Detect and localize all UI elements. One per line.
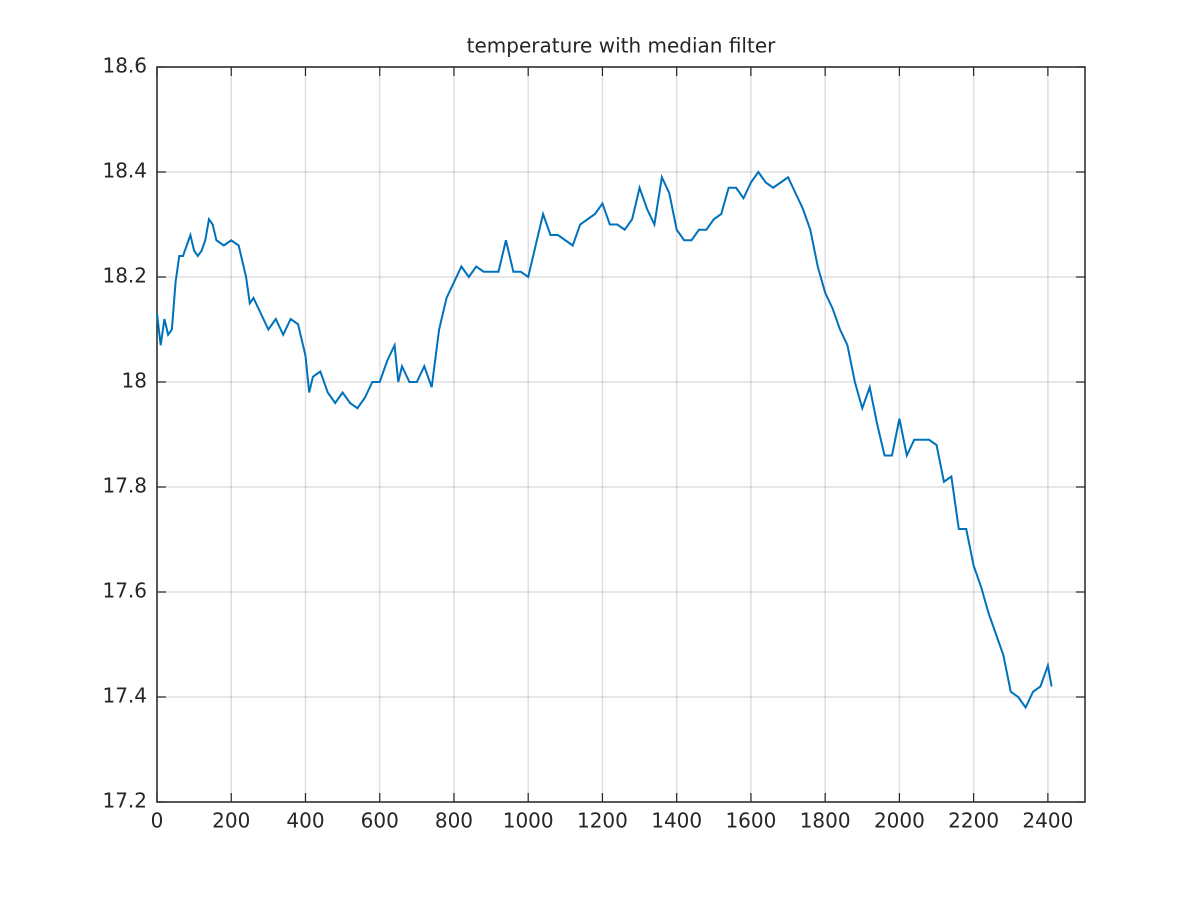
x-tick-label: 800 — [435, 809, 473, 833]
y-tick-label: 17.6 — [102, 579, 147, 603]
data-line — [156, 170, 1053, 710]
y-tick-label: 18.2 — [102, 264, 147, 288]
y-tick-label: 18.4 — [102, 159, 147, 183]
x-tick-label: 1400 — [651, 809, 702, 833]
x-tick-label: 2400 — [1022, 809, 1073, 833]
y-tick-label: 18 — [122, 369, 147, 393]
x-tick-label: 2200 — [948, 809, 999, 833]
x-tick-label: 400 — [286, 809, 324, 833]
axes-box — [156, 66, 1086, 803]
x-tick-label: 1000 — [503, 809, 554, 833]
x-tick-label: 1200 — [577, 809, 628, 833]
x-tick-label: 600 — [361, 809, 399, 833]
x-tick-label: 1600 — [725, 809, 776, 833]
x-tick-label: 2000 — [874, 809, 925, 833]
x-tick-label: 0 — [151, 809, 164, 833]
x-tick-label: 200 — [212, 809, 250, 833]
y-tick-label: 17.4 — [102, 684, 147, 708]
chart-title: temperature with median filter — [467, 34, 776, 58]
x-tick-label: 1800 — [800, 809, 851, 833]
y-tick-label: 18.6 — [102, 54, 147, 78]
y-tick-label: 17.2 — [102, 789, 147, 813]
y-tick-label: 17.8 — [102, 474, 147, 498]
